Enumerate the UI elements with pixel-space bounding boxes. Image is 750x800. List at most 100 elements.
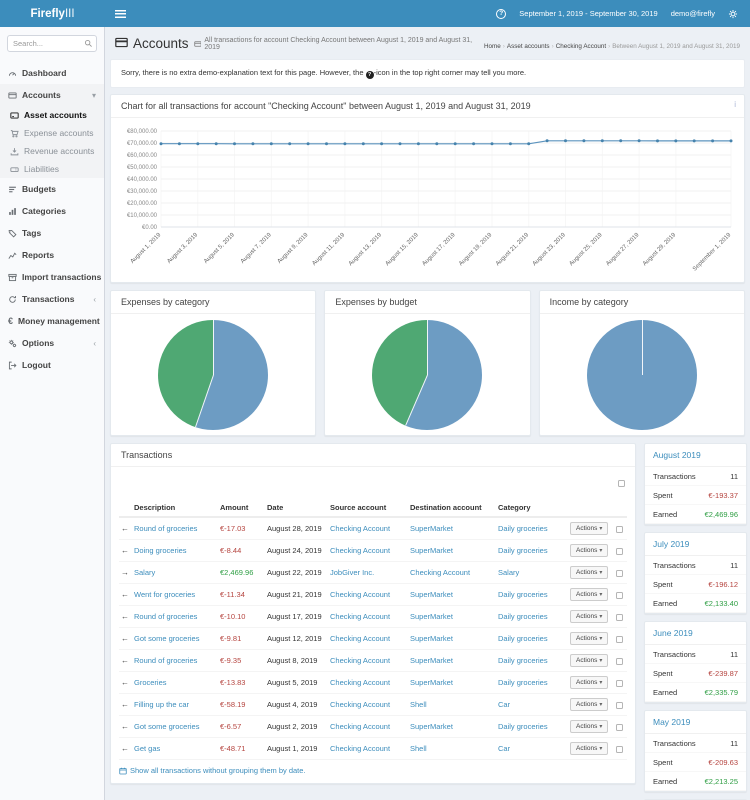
category-link[interactable]: Daily groceries bbox=[498, 678, 548, 687]
actions-dropdown-button[interactable]: Actions ▾ bbox=[570, 698, 609, 711]
category-link[interactable]: Daily groceries bbox=[498, 634, 548, 643]
row-checkbox[interactable] bbox=[616, 613, 623, 621]
breadcrumb-checking-account[interactable]: Checking Account bbox=[555, 43, 607, 50]
destination-account-link[interactable]: Shell bbox=[410, 744, 427, 753]
destination-account-link[interactable]: SuperMarket bbox=[410, 722, 453, 731]
category-link[interactable]: Salary bbox=[498, 568, 520, 577]
destination-account-link[interactable]: Shell bbox=[410, 700, 427, 709]
category-link[interactable]: Daily groceries bbox=[498, 524, 548, 533]
sidebar-item-liabilities[interactable]: Liabilities bbox=[0, 160, 104, 178]
row-checkbox[interactable] bbox=[616, 679, 623, 687]
month-link[interactable]: August 2019 bbox=[645, 444, 746, 467]
help-icon[interactable]: ? bbox=[496, 8, 507, 19]
actions-dropdown-button[interactable]: Actions ▾ bbox=[570, 522, 609, 535]
destination-account-link[interactable]: SuperMarket bbox=[410, 590, 453, 599]
row-checkbox[interactable] bbox=[616, 569, 623, 577]
show-all-transactions-link[interactable]: Show all transactions without grouping t… bbox=[130, 766, 306, 775]
source-account-link[interactable]: Checking Account bbox=[330, 722, 391, 731]
actions-dropdown-button[interactable]: Actions ▾ bbox=[570, 610, 609, 623]
transaction-description-link[interactable]: Went for groceries bbox=[134, 590, 196, 599]
breadcrumb-asset-accounts[interactable]: Asset accounts bbox=[506, 43, 550, 50]
sidebar-item-label: Logout bbox=[22, 360, 51, 370]
row-checkbox[interactable] bbox=[616, 547, 623, 555]
category-link[interactable]: Daily groceries bbox=[498, 656, 548, 665]
transaction-description-link[interactable]: Round of groceries bbox=[134, 656, 198, 665]
transaction-description-link[interactable]: Groceries bbox=[134, 678, 167, 687]
actions-dropdown-button[interactable]: Actions ▾ bbox=[570, 544, 609, 557]
actions-dropdown-button[interactable]: Actions ▾ bbox=[570, 654, 609, 667]
select-all-checkbox[interactable] bbox=[618, 480, 625, 488]
source-account-link[interactable]: JobGiver Inc. bbox=[330, 568, 375, 577]
source-account-link[interactable]: Checking Account bbox=[330, 634, 391, 643]
category-link[interactable]: Daily groceries bbox=[498, 612, 548, 621]
sidebar-item-money-management[interactable]: € Money management ‹ bbox=[0, 310, 107, 332]
sidebar-item-revenue-accounts[interactable]: Revenue accounts bbox=[0, 142, 104, 160]
transaction-description-link[interactable]: Get gas bbox=[134, 744, 161, 753]
actions-dropdown-button[interactable]: Actions ▾ bbox=[570, 588, 609, 601]
transaction-description-link[interactable]: Salary bbox=[134, 568, 156, 577]
sidebar-item-logout[interactable]: Logout bbox=[0, 354, 104, 376]
sidebar-toggle-icon[interactable] bbox=[115, 9, 126, 18]
category-link[interactable]: Daily groceries bbox=[498, 722, 548, 731]
row-checkbox[interactable] bbox=[616, 657, 623, 665]
month-link[interactable]: June 2019 bbox=[645, 622, 746, 645]
row-checkbox[interactable] bbox=[616, 525, 623, 533]
sidebar-item-dashboard[interactable]: Dashboard bbox=[0, 62, 104, 84]
destination-account-link[interactable]: SuperMarket bbox=[410, 656, 453, 665]
destination-account-link[interactable]: SuperMarket bbox=[410, 612, 453, 621]
breadcrumb-home[interactable]: Home bbox=[483, 43, 501, 50]
transaction-description-link[interactable]: Got some groceries bbox=[134, 634, 200, 643]
source-account-link[interactable]: Checking Account bbox=[330, 744, 391, 753]
sidebar-item-transactions[interactable]: Transactions ‹ bbox=[0, 288, 104, 310]
sidebar-item-categories[interactable]: Categories bbox=[0, 200, 104, 222]
category-link[interactable]: Daily groceries bbox=[498, 590, 548, 599]
row-checkbox[interactable] bbox=[616, 635, 623, 643]
category-link[interactable]: Car bbox=[498, 744, 511, 753]
destination-account-link[interactable]: SuperMarket bbox=[410, 546, 453, 555]
row-checkbox[interactable] bbox=[616, 745, 623, 753]
row-checkbox[interactable] bbox=[616, 723, 623, 731]
sidebar-item-tags[interactable]: Tags bbox=[0, 222, 104, 244]
source-account-link[interactable]: Checking Account bbox=[330, 524, 391, 533]
sidebar-item-budgets[interactable]: Budgets bbox=[0, 178, 104, 200]
date-range-picker[interactable]: September 1, 2019 - September 30, 2019 bbox=[519, 9, 658, 18]
sidebar-item-accounts[interactable]: Accounts ▾ bbox=[0, 84, 104, 106]
category-link[interactable]: Car bbox=[498, 700, 511, 709]
info-icon[interactable]: i bbox=[734, 100, 736, 109]
transaction-description-link[interactable]: Doing groceries bbox=[134, 546, 187, 555]
row-checkbox[interactable] bbox=[616, 591, 623, 599]
sidebar-item-options[interactable]: Options ‹ bbox=[0, 332, 104, 354]
transaction-description-link[interactable]: Round of groceries bbox=[134, 524, 198, 533]
gear-icon[interactable] bbox=[728, 9, 738, 19]
search-icon[interactable] bbox=[84, 39, 93, 48]
source-account-link[interactable]: Checking Account bbox=[330, 678, 391, 687]
month-link[interactable]: May 2019 bbox=[645, 711, 746, 734]
sidebar-item-reports[interactable]: Reports bbox=[0, 244, 104, 266]
month-link[interactable]: July 2019 bbox=[645, 533, 746, 556]
actions-dropdown-button[interactable]: Actions ▾ bbox=[570, 720, 609, 733]
source-account-link[interactable]: Checking Account bbox=[330, 612, 391, 621]
category-link[interactable]: Daily groceries bbox=[498, 546, 548, 555]
brand-logo[interactable]: Firefly III bbox=[0, 0, 105, 27]
search-input[interactable] bbox=[7, 35, 97, 52]
source-account-link[interactable]: Checking Account bbox=[330, 546, 391, 555]
actions-dropdown-button[interactable]: Actions ▾ bbox=[570, 632, 609, 645]
row-checkbox[interactable] bbox=[616, 701, 623, 709]
destination-account-link[interactable]: SuperMarket bbox=[410, 524, 453, 533]
sidebar-item-asset-accounts[interactable]: Asset accounts bbox=[0, 106, 104, 124]
actions-dropdown-button[interactable]: Actions ▾ bbox=[570, 742, 609, 755]
destination-account-link[interactable]: SuperMarket bbox=[410, 634, 453, 643]
actions-dropdown-button[interactable]: Actions ▾ bbox=[570, 566, 609, 579]
transaction-description-link[interactable]: Got some groceries bbox=[134, 722, 200, 731]
user-menu[interactable]: demo@firefly bbox=[670, 9, 715, 18]
source-account-link[interactable]: Checking Account bbox=[330, 590, 391, 599]
actions-dropdown-button[interactable]: Actions ▾ bbox=[570, 676, 609, 689]
destination-account-link[interactable]: Checking Account bbox=[410, 568, 471, 577]
destination-account-link[interactable]: SuperMarket bbox=[410, 678, 453, 687]
transaction-description-link[interactable]: Round of groceries bbox=[134, 612, 198, 621]
sidebar-item-import-transactions[interactable]: Import transactions bbox=[0, 266, 104, 288]
source-account-link[interactable]: Checking Account bbox=[330, 700, 391, 709]
transaction-description-link[interactable]: Filling up the car bbox=[134, 700, 190, 709]
source-account-link[interactable]: Checking Account bbox=[330, 656, 391, 665]
sidebar-item-expense-accounts[interactable]: Expense accounts bbox=[0, 124, 104, 142]
